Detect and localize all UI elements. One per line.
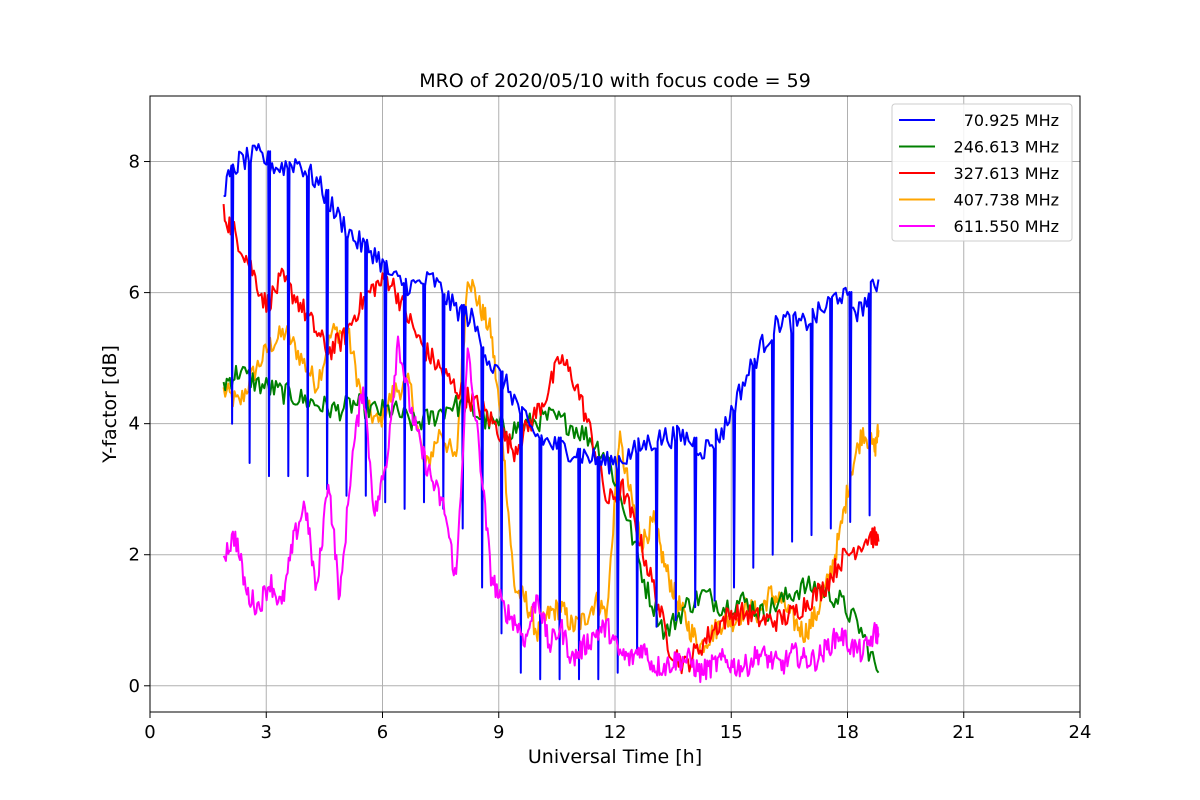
y-tick-label: 8 xyxy=(129,152,140,173)
x-tick-label: 18 xyxy=(836,722,859,743)
x-tick-label: 6 xyxy=(377,722,388,743)
legend-entry: 407.738 MHz xyxy=(954,191,1059,210)
y-tick-label: 6 xyxy=(129,283,140,304)
legend-entry: 70.925 MHz xyxy=(964,111,1059,130)
x-tick-label: 24 xyxy=(1069,722,1092,743)
x-tick-label: 9 xyxy=(493,722,504,743)
legend-box xyxy=(891,103,1073,242)
y-tick-label: 0 xyxy=(129,676,140,697)
legend: 70.925 MHz 246.613 MHz 327.613 MHz 407.738 … xyxy=(891,103,1073,242)
legend-entry: 246.613 MHz xyxy=(954,138,1059,157)
plot-series xyxy=(222,143,880,684)
x-tick-label: 0 xyxy=(144,722,155,743)
y-tick-label: 4 xyxy=(129,414,140,435)
chart-title: MRO of 2020/05/10 with focus code = 59 xyxy=(419,70,811,92)
series-line-70-925-mhz xyxy=(223,143,880,681)
series-line-611-550-mhz xyxy=(222,335,880,684)
x-tick-label: 12 xyxy=(604,722,627,743)
x-tick-label: 21 xyxy=(952,722,975,743)
series-line-407-738-mhz xyxy=(222,278,880,655)
y-axis-label: Y-factor [dB] xyxy=(99,345,121,464)
series-line-246-613-mhz xyxy=(222,364,880,674)
y-tick-label: 2 xyxy=(129,545,140,566)
x-axis-label: Universal Time [h] xyxy=(528,746,702,768)
x-tick-label: 15 xyxy=(720,722,743,743)
legend-entry: 611.550 MHz xyxy=(954,217,1059,236)
series-line-327-613-mhz xyxy=(222,204,880,675)
legend-entry: 327.613 MHz xyxy=(954,164,1059,183)
x-tick-label: 3 xyxy=(261,722,272,743)
